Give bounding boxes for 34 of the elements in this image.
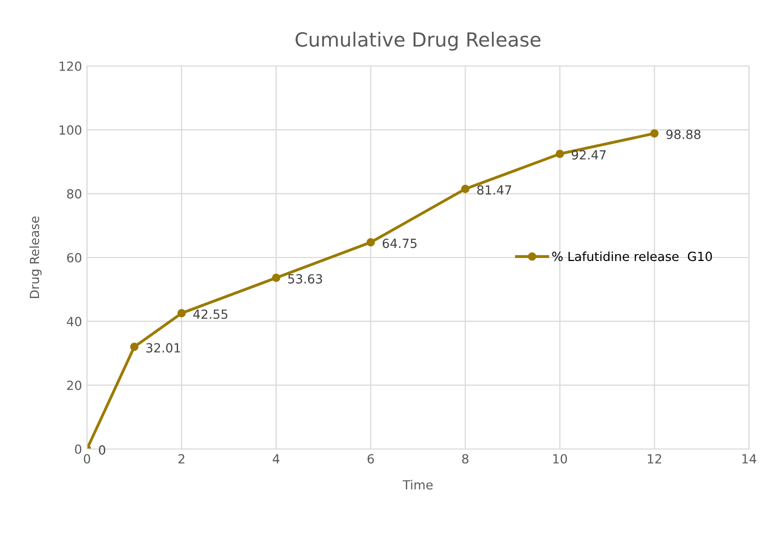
data-label: 98.88 [666,130,700,140]
legend-label: % Lafutidine release G10 [552,251,712,262]
chart-title: Cumulative Drug Release [296,32,540,51]
y-tick-label: 80 [67,189,82,199]
data-label: 0 [98,445,106,455]
y-tick-label: 20 [67,380,82,390]
x-tick-label: 2 [178,454,184,464]
point [461,184,470,194]
data-label: 92.47 [572,150,606,160]
x-axis-title: Time [402,480,433,490]
point [556,150,564,158]
y-tick-label: 40 [66,316,82,326]
y-tick-label: 60 [67,252,82,262]
x-tick-label: 0 [84,454,90,464]
x-tick-label: 12 [648,454,662,464]
data-label: 81.47 [477,185,512,195]
data-label: 53.63 [288,274,322,284]
y-axis-title: Drug Release [30,216,42,298]
point [272,274,280,282]
data-label: 32.01 [146,343,180,353]
point [130,342,138,351]
x-tick-label: 14 [742,454,756,464]
y-tick-label: 100 [60,125,82,135]
point [650,129,659,138]
point [177,309,186,318]
data-label: 64.75 [382,238,417,248]
y-tick-label: 0 [75,444,82,454]
x-tick-label: 6 [368,454,374,464]
point [366,238,375,247]
x-tick-label: 8 [462,454,468,464]
x-tick-label: 10 [553,454,567,464]
y-tick-label: 120 [60,61,82,71]
x-tick-label: 4 [272,454,280,464]
data-label: 42.55 [193,309,228,319]
